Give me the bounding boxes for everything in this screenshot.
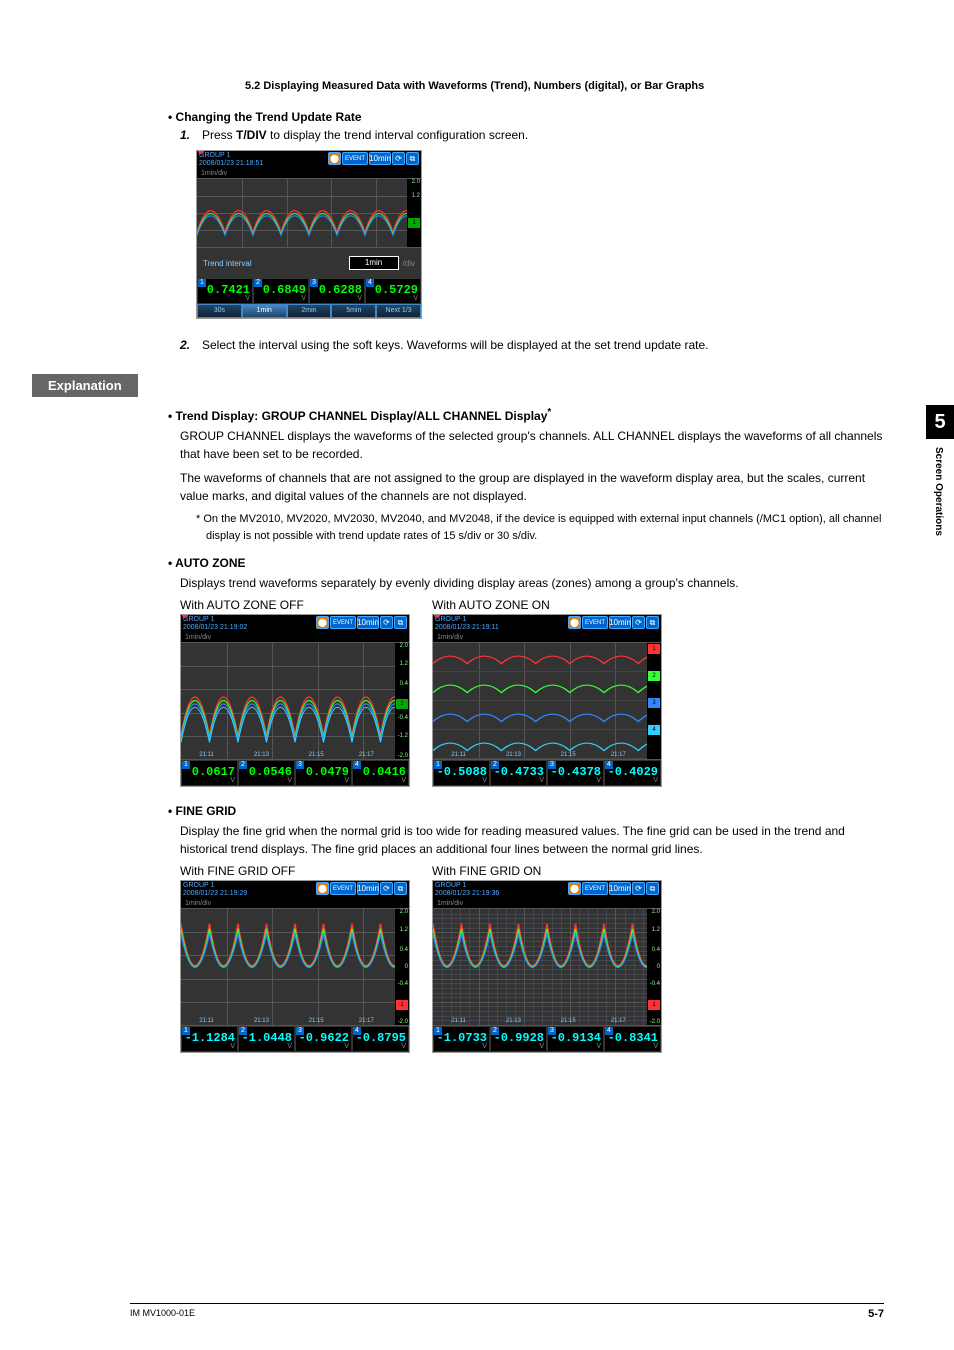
body-text: The waveforms of channels that are not a… xyxy=(180,469,884,505)
step-num: 2. xyxy=(180,338,194,352)
page-number: 5-7 xyxy=(868,1308,884,1320)
screenshot-trend-interval: GROUP 12008/01/23 21:18:51 ⬤ EVENT 10min… xyxy=(196,150,422,319)
label-fg-on: With FINE GRID ON xyxy=(432,864,662,878)
softkey[interactable]: 2min xyxy=(287,304,332,318)
icon-keylock: ⧉ xyxy=(406,152,419,165)
screenshot-fg-on: GROUP 12008/01/23 21:19:36 ⬤EVENT10min⟳⧉… xyxy=(432,880,662,1053)
softkey[interactable]: Next 1/3 xyxy=(376,304,421,318)
body-text: GROUP CHANNEL displays the waveforms of … xyxy=(180,427,884,463)
softkey-row: 30s 1min 2min 5min Next 1/3 xyxy=(197,304,421,318)
group-label: GROUP 12008/01/23 21:18:51 xyxy=(197,152,265,168)
trend-interval-row: Trend interval 1min /div xyxy=(197,248,421,278)
body-text: Display the fine grid when the normal gr… xyxy=(180,822,884,858)
screenshot-az-on: GROUP 12008/01/23 21:19:11 ⬤EVENT10min⟳⧉… xyxy=(432,614,662,787)
chapter-tab: 5 Screen Operations xyxy=(926,405,954,544)
scale-strip: 2.0 1.2 1 xyxy=(407,179,421,247)
rate-label: 1min/div xyxy=(197,169,421,178)
icon-rate: 10min xyxy=(369,152,391,165)
screenshot-fg-off: GROUP 12008/01/23 21:19:29 ⬤EVENT10min⟳⧉… xyxy=(180,880,410,1053)
step-2: 2. Select the interval using the soft ke… xyxy=(180,338,884,352)
heading-fine-grid: FINE GRID xyxy=(180,804,884,818)
footnote: * On the MV2010, MV2020, MV2030, MV2040,… xyxy=(196,511,884,544)
softkey[interactable]: 5min xyxy=(331,304,376,318)
screenshot-az-off: GROUP 12008/01/23 21:19:02 ⬤EVENT10min⟳⧉… xyxy=(180,614,410,787)
doc-id: IM MV1000-01E xyxy=(130,1308,195,1320)
heading-trend-update: Changing the Trend Update Rate xyxy=(180,110,884,124)
icon-cycle: ⟳ xyxy=(392,152,405,165)
ti-unit: /div xyxy=(403,259,415,268)
section-header: 5.2 Displaying Measured Data with Wavefo… xyxy=(130,80,884,92)
label-fg-off: With FINE GRID OFF xyxy=(180,864,410,878)
label-az-off: With AUTO ZONE OFF xyxy=(180,598,410,612)
ss-topbar: GROUP 12008/01/23 21:18:51 ⬤ EVENT 10min… xyxy=(197,151,421,169)
icon-event: EVENT xyxy=(342,152,368,165)
ti-value[interactable]: 1min xyxy=(349,256,399,270)
body-text: Displays trend waveforms separately by e… xyxy=(180,574,884,592)
softkey[interactable]: 1min xyxy=(242,304,287,318)
explanation-heading: Explanation xyxy=(32,374,138,397)
ti-label: Trend interval xyxy=(203,259,252,268)
icon-record: ⬤ xyxy=(328,152,341,165)
chapter-title: Screen Operations xyxy=(926,439,951,544)
heading-trend-display: Trend Display: GROUP CHANNEL Display/ALL… xyxy=(180,407,884,423)
step-text: Press T/DIV to display the trend interva… xyxy=(202,128,528,142)
digital-row: 10.7421V 20.6849V 30.6288V 40.5729V xyxy=(197,278,421,304)
step-text: Select the interval using the soft keys.… xyxy=(202,338,708,352)
chart-area: 2.0 1.2 1 xyxy=(197,178,421,248)
label-az-on: With AUTO ZONE ON xyxy=(432,598,662,612)
step-1: 1. Press T/DIV to display the trend inte… xyxy=(180,128,884,142)
heading-auto-zone: AUTO ZONE xyxy=(180,556,884,570)
softkey[interactable]: 30s xyxy=(197,304,242,318)
step-num: 1. xyxy=(180,128,194,142)
chapter-number: 5 xyxy=(926,405,954,439)
page-footer: IM MV1000-01E 5-7 xyxy=(130,1303,884,1320)
